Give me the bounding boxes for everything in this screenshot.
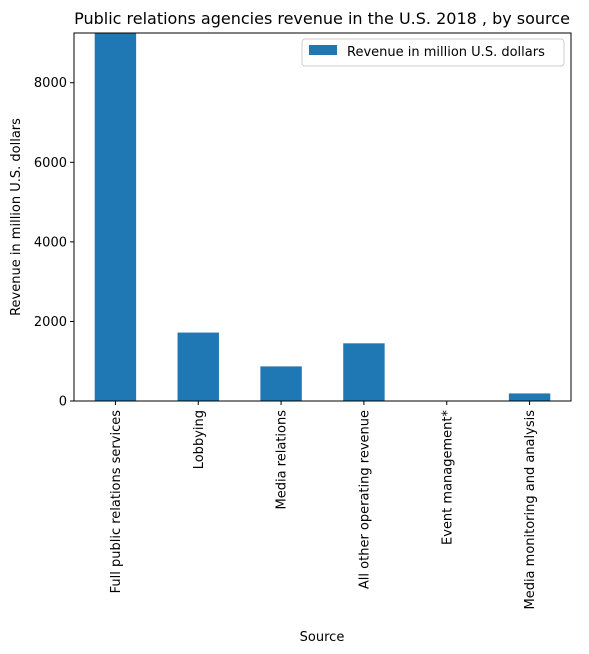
y-axis-ticks: 0 2000 4000 6000 8000 xyxy=(34,76,74,410)
legend-box xyxy=(301,38,565,67)
x-tick-label: Media monitoring and analysis xyxy=(523,410,538,610)
bar xyxy=(260,366,302,401)
y-tick-label: 6000 xyxy=(34,156,67,171)
x-axis-label: Source xyxy=(300,630,345,645)
chart-title: Public relations agencies revenue in the… xyxy=(74,9,570,28)
x-tick-label: Media relations xyxy=(275,410,290,510)
y-tick-label: 8000 xyxy=(34,76,67,91)
bar xyxy=(94,33,137,401)
x-tick-label: Full public relations services xyxy=(109,410,124,594)
bars-group xyxy=(94,33,551,401)
x-tick-label: All other operating revenue xyxy=(357,410,372,589)
bar xyxy=(177,332,219,401)
legend-swatch xyxy=(309,45,337,55)
y-axis-label: Revenue in million U.S. dollars xyxy=(9,118,24,316)
bar xyxy=(508,393,551,401)
x-axis-ticks: Full public relations services Lobbying Me… xyxy=(109,401,538,610)
x-tick-label: Event management* xyxy=(440,410,455,545)
y-tick-label: 0 xyxy=(59,395,67,410)
legend-label: Revenue in million U.S. dollars xyxy=(347,45,545,60)
bar xyxy=(343,343,385,401)
y-tick-label: 2000 xyxy=(34,315,67,330)
y-tick-label: 4000 xyxy=(34,235,67,250)
plot-frame xyxy=(73,32,572,402)
legend: Revenue in million U.S. dollars xyxy=(301,38,565,67)
x-tick-label: Lobbying xyxy=(192,410,207,469)
